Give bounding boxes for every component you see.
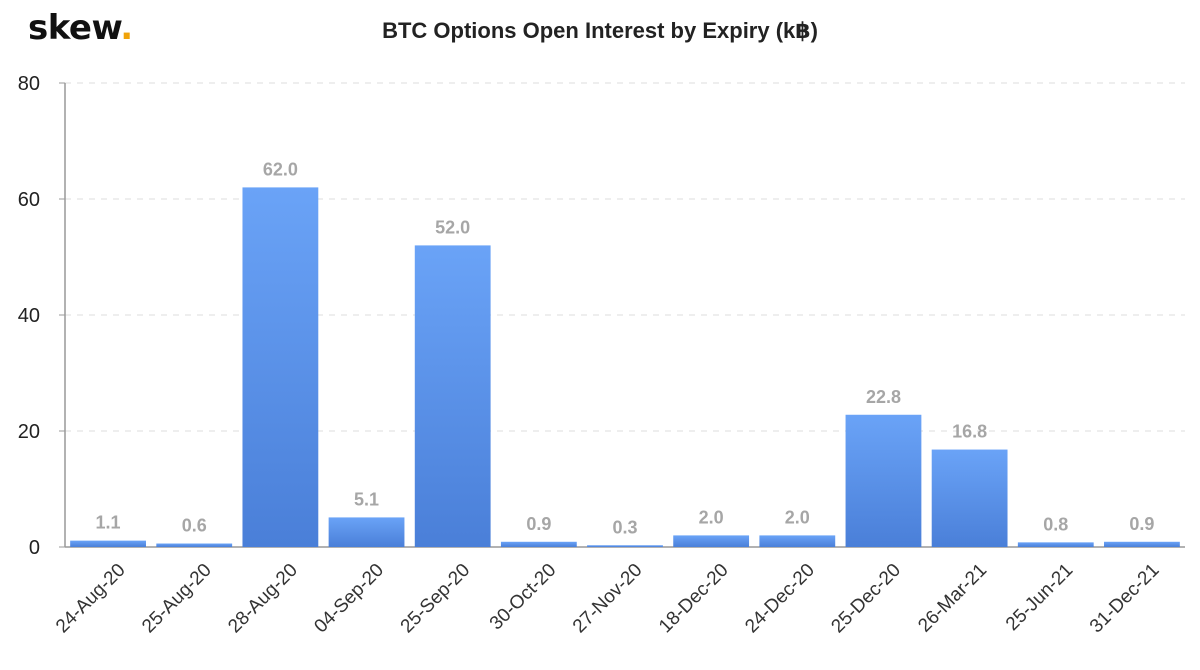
x-tick-label: 25-Sep-20 [397,560,475,638]
y-tick-labels: 0 20 40 60 80 [18,73,40,559]
data-label: 0.6 [182,516,207,536]
bar [70,540,146,547]
x-tick-label: 25-Aug-20 [138,560,216,638]
x-tick-label: 25-Dec-20 [827,560,905,638]
x-tick-labels: 24-Aug-20 25-Aug-20 28-Aug-20 04-Sep-20 25-S… [52,560,1163,638]
bars [70,187,1180,547]
x-tick-label: 24-Dec-20 [741,560,819,638]
bar [242,187,319,547]
data-label: 2.0 [699,507,724,527]
bar [1017,542,1094,547]
bar [414,245,491,547]
data-label: 0.9 [526,514,551,534]
y-tick-label: 60 [18,189,40,211]
data-label: 16.8 [952,422,987,442]
chart-title: BTC Options Open Interest by Expiry (k฿) [382,18,818,43]
y-tick-label: 80 [18,73,40,95]
data-label: 0.8 [1043,514,1068,534]
x-tick-label: 27-Nov-20 [569,560,647,638]
data-label: 22.8 [866,387,901,407]
gridlines [59,82,1185,548]
y-tick-label: 0 [29,537,40,559]
y-tick-label: 40 [18,305,40,327]
data-label: 2.0 [785,507,810,527]
data-label: 1.1 [96,513,121,533]
bar [1104,541,1180,547]
x-tick-label: 24-Aug-20 [52,560,130,638]
y-tick-label: 20 [18,421,40,443]
data-labels: 1.1 0.6 62.0 5.1 52.0 0.9 0.3 2.0 2.0 22.8 16.8 0.8… [96,159,1155,537]
brand-dot: . [120,8,133,48]
data-label: 52.0 [435,217,470,237]
bar [587,545,663,547]
data-label: 5.1 [354,489,379,509]
x-tick-label: 25-Jun-21 [1002,560,1077,635]
bar [759,535,836,547]
x-tick-label: 31-Dec-21 [1086,560,1164,638]
brand-name: skew [28,8,121,48]
data-label: 62.0 [263,159,298,179]
x-tick-label: 04-Sep-20 [310,560,388,638]
x-tick-label: 28-Aug-20 [224,560,302,638]
x-tick-label: 30-Oct-20 [486,560,561,635]
skew-logo: skew. [28,8,133,48]
bar [156,543,233,547]
data-label: 0.9 [1129,514,1154,534]
bar [845,414,922,547]
bar [328,517,405,547]
x-tick-label: 26-Mar-21 [914,560,991,637]
x-tick-label: 18-Dec-20 [655,560,733,638]
bar [500,541,577,547]
data-label: 0.3 [612,517,637,537]
bar [931,449,1008,547]
bar [673,535,750,547]
